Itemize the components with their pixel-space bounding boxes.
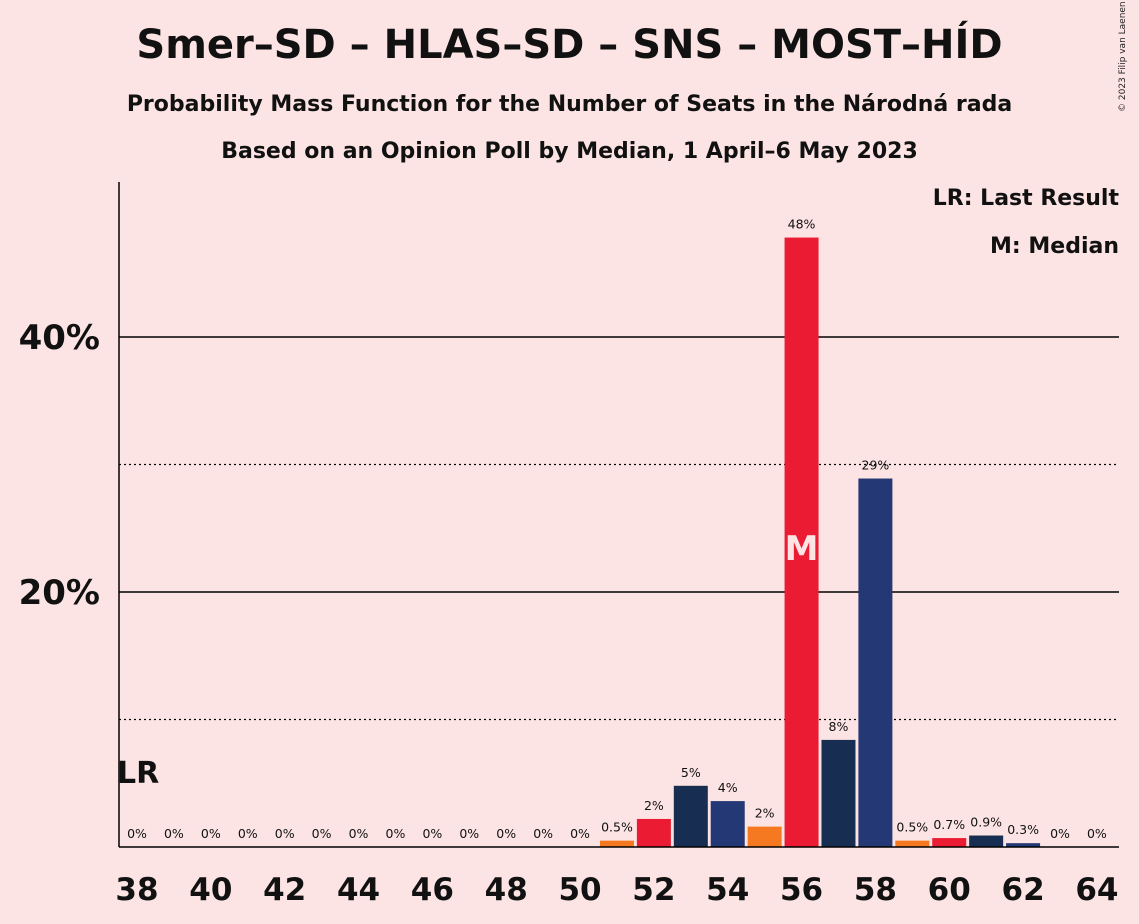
bar-label-seat-47: 0% — [459, 826, 479, 841]
x-tick-label: 48 — [485, 872, 528, 908]
x-tick-label: 44 — [337, 872, 380, 908]
bar-label-seat-43: 0% — [312, 826, 332, 841]
y-tick-label: 40% — [19, 318, 100, 358]
y-tick-label: 20% — [19, 573, 100, 613]
bar-seat-53 — [673, 785, 708, 847]
x-tick-label: 38 — [115, 872, 158, 908]
x-tick-label: 60 — [928, 872, 971, 908]
bar-seat-58 — [858, 478, 893, 847]
bar-seat-60 — [932, 838, 967, 847]
x-tick-label: 52 — [632, 872, 675, 908]
bar-label-seat-64: 0% — [1087, 826, 1107, 841]
bar-label-seat-45: 0% — [386, 826, 406, 841]
bar-labels: 0% 0% 0% 0% 0% 0% 0% 0% 0% 0% 0% 0% 0% 0.5% 2% 5% 4% 2% 48… — [127, 217, 1107, 841]
x-tick-label: 50 — [558, 872, 601, 908]
bar-seat-54 — [710, 801, 745, 847]
x-tick-label: 62 — [1002, 872, 1045, 908]
x-tick-label: 46 — [411, 872, 454, 908]
x-tick-label: 54 — [706, 872, 749, 908]
legend-last-result: LR: Last Result — [932, 186, 1119, 211]
bar-label-seat-51: 0.5% — [601, 820, 633, 835]
bar-label-seat-52: 2% — [644, 798, 664, 813]
bar-label-seat-61: 0.9% — [970, 815, 1002, 830]
x-tick-label: 64 — [1075, 872, 1118, 908]
bar-label-seat-50: 0% — [570, 826, 590, 841]
bar-seat-57 — [821, 739, 856, 847]
bar-label-seat-40: 0% — [201, 826, 221, 841]
bar-label-seat-41: 0% — [238, 826, 258, 841]
chart-title: Smer–SD – HLAS–SD – SNS – MOST–HÍD — [136, 22, 1003, 68]
gridlines — [119, 336, 1119, 721]
chart-subtitle: Probability Mass Function for the Number… — [126, 92, 1013, 117]
last-result-marker: LR — [117, 756, 159, 791]
bar-label-seat-57: 8% — [829, 719, 849, 734]
bar-seat-62 — [1006, 843, 1041, 847]
y-tick-labels: 20% 40% — [19, 318, 100, 613]
bar-label-seat-53: 5% — [681, 765, 701, 780]
x-tick-labels: 38 40 42 44 46 48 50 52 54 56 58 60 62 64 — [115, 872, 1118, 908]
bar-label-seat-62: 0.3% — [1007, 822, 1039, 837]
bar-seat-56 — [784, 237, 819, 848]
bar-label-seat-49: 0% — [533, 826, 553, 841]
legend-median: M: Median — [990, 234, 1119, 259]
bar-seat-55 — [747, 826, 782, 847]
x-tick-label: 42 — [263, 872, 306, 908]
bar-label-seat-38: 0% — [127, 826, 147, 841]
bar-label-seat-46: 0% — [422, 826, 442, 841]
median-marker: M — [785, 529, 819, 569]
x-tick-label: 56 — [780, 872, 823, 908]
axes — [118, 182, 1119, 848]
x-tick-label: 58 — [854, 872, 897, 908]
bar-label-seat-59: 0.5% — [896, 820, 928, 835]
bar-label-seat-54: 4% — [718, 780, 738, 795]
bar-seat-51 — [599, 840, 634, 847]
bar-seat-61 — [969, 835, 1004, 847]
bar-seat-52 — [636, 818, 671, 847]
markers: LR M — [117, 529, 818, 791]
bar-label-seat-63: 0% — [1050, 826, 1070, 841]
chart-subtitle-source: Based on an Opinion Poll by Median, 1 Ap… — [221, 139, 918, 164]
bar-label-seat-48: 0% — [496, 826, 516, 841]
bar-label-seat-42: 0% — [275, 826, 295, 841]
bar-label-seat-56: 48% — [788, 217, 816, 232]
bar-label-seat-58: 29% — [862, 458, 890, 473]
bar-label-seat-55: 2% — [755, 806, 775, 821]
bar-label-seat-44: 0% — [349, 826, 369, 841]
x-tick-label: 40 — [189, 872, 232, 908]
bars — [599, 237, 1041, 848]
bar-label-seat-60: 0.7% — [933, 817, 965, 832]
bar-label-seat-39: 0% — [164, 826, 184, 841]
bar-seat-59 — [895, 840, 930, 847]
